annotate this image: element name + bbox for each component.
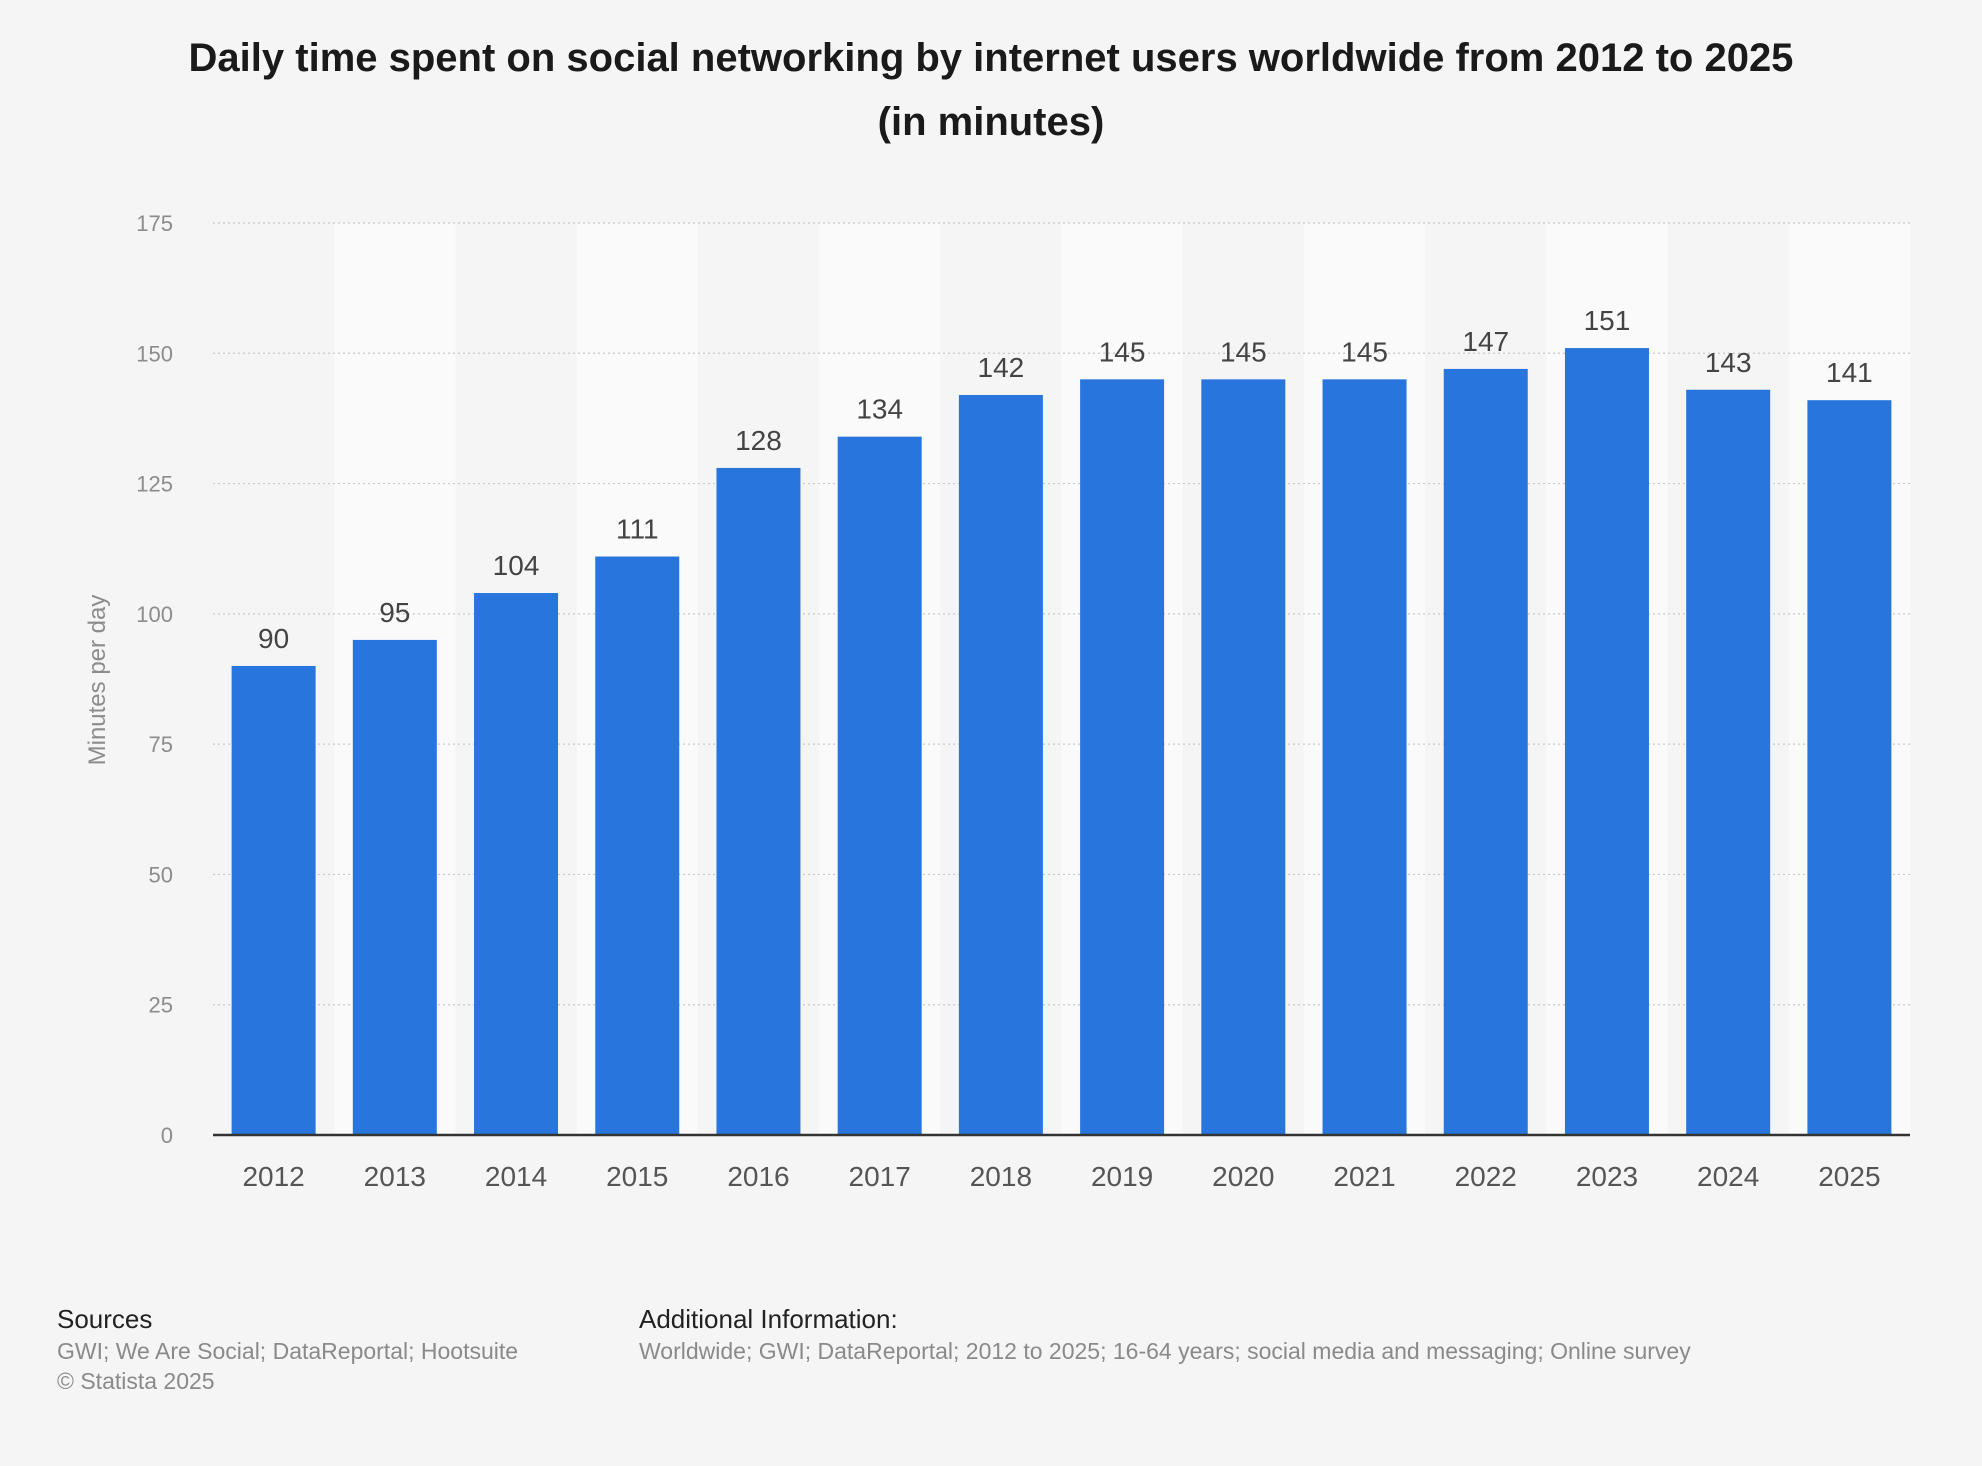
additional-info-section: Additional Information: Worldwide; GWI; … (639, 1302, 1691, 1366)
data-label: 145 (1341, 336, 1388, 367)
y-tick-label: 25 (149, 993, 173, 1018)
data-label: 95 (379, 597, 410, 628)
bar (1686, 389, 1771, 1135)
chart-title: Daily time spent on social networking by… (90, 26, 1892, 154)
y-tick-label: 125 (136, 472, 173, 497)
additional-info-heading: Additional Information: (639, 1304, 898, 1334)
data-label: 141 (1826, 357, 1873, 388)
bar (474, 593, 559, 1135)
data-label: 90 (258, 623, 289, 654)
bar (958, 394, 1043, 1135)
bar (1564, 348, 1649, 1135)
sources-section: Sources GWI; We Are Social; DataReportal… (57, 1302, 518, 1396)
data-label: 147 (1462, 326, 1509, 357)
x-tick-label: 2016 (727, 1161, 789, 1192)
sources-text: GWI; We Are Social; DataReportal; Hootsu… (57, 1338, 519, 1364)
x-axis-ticks: 2012 2013 2014 2015 2016 2017 2018 2019 2020 2021… (242, 1161, 1880, 1192)
data-label: 104 (493, 550, 540, 581)
additional-info-text: Worldwide; GWI; DataReportal; 2012 to 20… (639, 1338, 1691, 1364)
x-tick-label: 2018 (970, 1161, 1032, 1192)
bar (837, 436, 922, 1135)
x-tick-label: 2024 (1697, 1161, 1759, 1192)
y-tick-label: 0 (161, 1123, 173, 1148)
y-axis-title: Minutes per day (84, 595, 111, 766)
bar (1322, 379, 1407, 1135)
x-tick-label: 2019 (1091, 1161, 1153, 1192)
x-tick-label: 2022 (1455, 1161, 1517, 1192)
data-label: 142 (978, 352, 1025, 383)
y-tick-label: 50 (149, 862, 173, 887)
x-tick-label: 2023 (1576, 1161, 1638, 1192)
x-tick-label: 2014 (485, 1161, 547, 1192)
data-label: 145 (1099, 336, 1146, 367)
bar (231, 665, 316, 1135)
chart-title-line1: Daily time spent on social networking by… (188, 36, 1794, 80)
x-tick-label: 2017 (849, 1161, 911, 1192)
y-tick-label: 100 (136, 602, 173, 627)
bar (1807, 400, 1892, 1135)
x-tick-label: 2021 (1333, 1161, 1395, 1192)
bar (595, 556, 680, 1135)
x-tick-label: 2013 (364, 1161, 426, 1192)
data-label: 134 (856, 394, 903, 425)
data-labels: 90 95 104 111 128 134 142 145 145 145 147 151 143 141 (258, 305, 1873, 654)
y-axis-ticks: 0 25 50 75 100 125 150 175 (136, 211, 173, 1148)
y-tick-label: 150 (136, 341, 173, 366)
y-tick-label: 175 (136, 211, 173, 236)
x-tick-label: 2025 (1818, 1161, 1880, 1192)
x-tick-label: 2012 (242, 1161, 304, 1192)
bar (716, 467, 801, 1135)
sources-heading: Sources (57, 1304, 153, 1334)
y-tick-label: 75 (149, 732, 173, 757)
bar-chart: 0 25 50 75 100 125 150 175 90 95 104 111 128 134 142 1… (84, 211, 1910, 1192)
bar (352, 639, 437, 1135)
data-label: 151 (1584, 305, 1631, 336)
chart-title-line2: (in minutes) (877, 100, 1105, 144)
bar (1080, 379, 1165, 1135)
data-label: 128 (735, 425, 782, 456)
bar (1201, 379, 1286, 1135)
data-label: 143 (1705, 347, 1752, 378)
x-tick-label: 2020 (1212, 1161, 1274, 1192)
copyright-text: © Statista 2025 (57, 1368, 215, 1394)
x-tick-label: 2015 (606, 1161, 668, 1192)
bars (231, 348, 1892, 1135)
bar (1443, 368, 1528, 1135)
data-label: 145 (1220, 336, 1267, 367)
data-label: 111 (616, 514, 659, 545)
